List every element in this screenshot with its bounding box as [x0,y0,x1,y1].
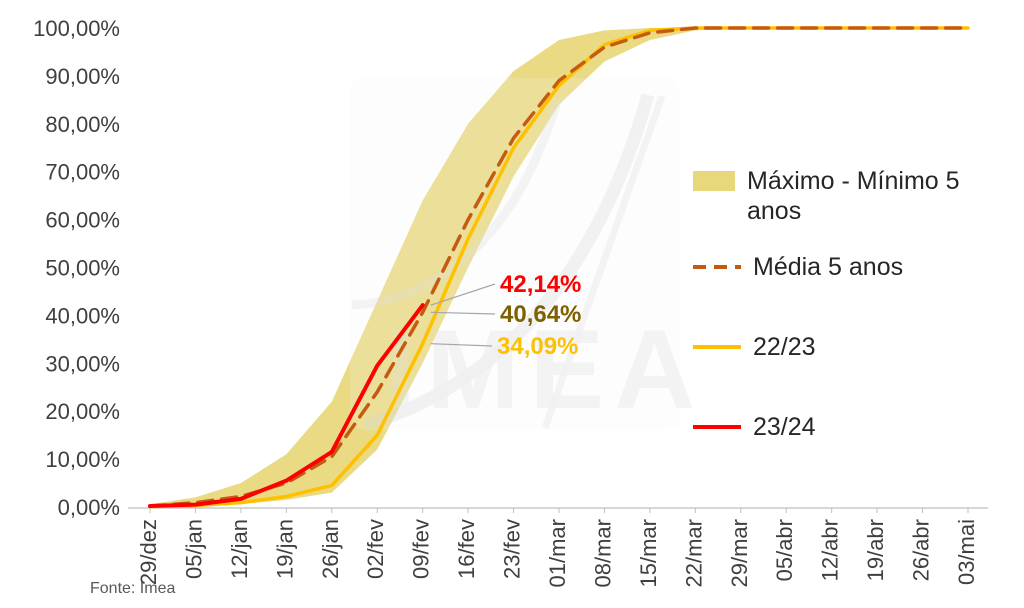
annotation-leader-line [430,311,496,315]
annotation-leader-line [430,283,496,306]
y-axis-label: 60,00% [45,208,120,233]
source-note: Fonte: Imea [90,580,176,597]
x-axis-label: 19/jan [272,519,297,579]
x-axis-label: 02/fev [363,519,388,579]
y-axis-label: 100,00% [33,16,120,41]
legend-swatch-dashed-line [693,265,741,269]
y-axis-label: 80,00% [45,112,120,137]
imea-watermark: IMEA [350,78,705,432]
x-axis-label: 19/abr [863,519,888,581]
legend-item-2324: 23/24 [693,412,998,442]
legend-swatch-band [693,171,735,191]
x-axis-label: 26/abr [909,519,934,581]
x-axis-label: 12/jan [227,519,252,579]
band-max-min [150,28,968,507]
legend-item-media: Média 5 anos [693,252,998,282]
x-axis-label: 03/mai [954,519,979,585]
x-axis-label: 29/mar [727,519,752,587]
x-axis-label: 29/dez [136,519,161,585]
legend-item-max-min: Máximo - Mínimo 5 anos [693,166,998,226]
y-axis-label: 90,00% [45,64,120,89]
svg-text:IMEA: IMEA [385,307,705,432]
x-axis-label: 05/jan [181,519,206,579]
legend-swatch-line-2324 [693,425,741,429]
y-axis-label: 40,00% [45,303,120,328]
legend-label-2324: 23/24 [753,413,816,441]
series-line-m-dia-5-anos [148,26,970,508]
x-axis-label: 09/fev [409,519,434,579]
y-axis-label: 70,00% [45,160,120,185]
annotation-leader-line [430,343,493,347]
y-axis-label: 0,00% [58,495,120,520]
legend-label-2223: 22/23 [753,333,816,361]
y-axis-label: 50,00% [45,256,120,281]
x-axis-label: 01/mar [545,519,570,587]
series-line-23-24 [148,303,425,509]
x-axis-label: 08/mar [590,519,615,587]
y-axis-label: 20,00% [45,399,120,424]
y-axis-label: 10,00% [45,447,120,472]
x-axis-label: 26/jan [318,519,343,579]
y-axis-label: 30,00% [45,351,120,376]
x-axis-label: 22/mar [681,519,706,587]
legend-swatch-line-2223 [693,345,741,349]
annotation-label: 40,64% [500,301,581,328]
x-axis-label: 23/fev [500,519,525,579]
annotation-label: 34,09% [497,333,578,360]
legend-label-media: Média 5 anos [753,253,904,281]
x-axis-label: 16/fev [454,519,479,579]
chart-legend: Máximo - Mínimo 5 anos Média 5 anos 22/2… [693,166,998,468]
x-axis-label: 12/abr [818,519,843,581]
x-axis-label: 05/abr [772,519,797,581]
legend-item-2223: 22/23 [693,332,998,362]
x-axis-label: 15/mar [636,519,661,587]
legend-label-max-min: Máximo - Mínimo 5 anos [747,167,960,225]
annotation-label: 42,14% [500,271,581,298]
